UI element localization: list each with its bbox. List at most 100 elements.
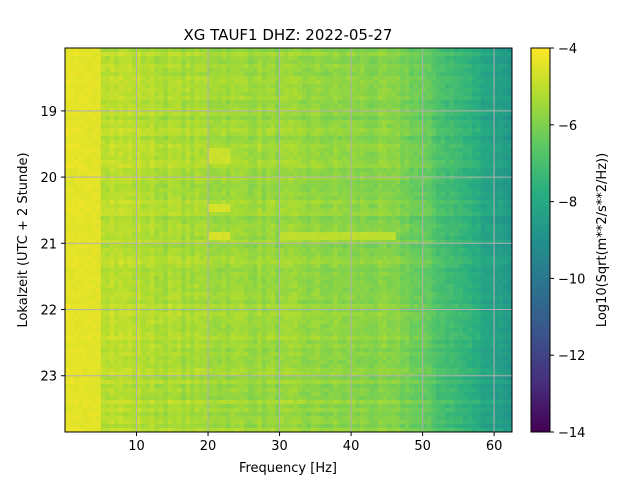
heatmap-cell [422,116,428,121]
heatmap-cell [234,164,240,169]
heatmap-cell [149,92,155,97]
heatmap-cell [409,180,415,185]
heatmap-cell [225,196,231,201]
heatmap-cell [413,60,419,65]
heatmap-cell [87,48,93,53]
heatmap-cell [176,216,182,221]
heatmap-cell [310,164,316,169]
heatmap-cell [132,120,138,125]
heatmap-cell [270,204,276,209]
heatmap-cell [431,220,437,225]
heatmap-cell [105,168,111,173]
heatmap-cell [154,116,160,121]
heatmap-cell [136,188,142,193]
heatmap-cell [422,144,428,149]
heatmap-cell [297,92,303,97]
heatmap-cell [145,132,151,137]
heatmap-cell [127,208,133,213]
heatmap-cell [418,96,424,101]
heatmap-cell [266,64,272,69]
heatmap-cell [181,196,187,201]
heatmap-cell [136,64,142,69]
heatmap-cell [136,60,142,65]
heatmap-cell [480,120,486,125]
heatmap-cell [73,52,80,57]
heatmap-cell [485,104,491,109]
heatmap-cell [176,52,182,57]
heatmap-cell [409,176,415,181]
heatmap-cell [404,72,410,77]
heatmap-cell [494,108,500,113]
heatmap-cell [440,100,446,105]
heatmap-cell [310,196,316,201]
heatmap-cell [400,176,406,181]
heatmap-cell [149,60,155,65]
heatmap-cell [69,244,75,249]
heatmap-cell [225,64,231,69]
heatmap-cell [328,208,334,213]
heatmap-cell [422,132,428,137]
heatmap-cell [498,144,504,149]
heatmap-cell [449,136,455,141]
heatmap-cell [248,244,254,249]
heatmap-cell [453,100,459,105]
heatmap-cell [100,76,106,81]
heatmap-cell [319,216,325,221]
heatmap-cell [203,192,209,197]
heatmap-cell [73,200,80,205]
heatmap-cell [172,52,178,57]
heatmap-cell [436,96,442,101]
heatmap-cell [288,48,294,53]
heatmap-cell [319,92,325,97]
heatmap-cell [418,176,424,181]
heatmap-cell [346,172,352,177]
heatmap-cell [467,52,473,57]
heatmap-cell [181,56,187,61]
heatmap-cell [476,56,482,61]
heatmap-cell [301,148,307,153]
heatmap-cell [239,60,245,65]
heatmap-cell [409,196,415,201]
heatmap-cell [342,152,348,157]
heatmap-cell [368,116,375,121]
heatmap-cell [453,84,459,89]
heatmap-cell [351,188,357,193]
heatmap-cell [498,60,504,65]
heatmap-cell [386,160,392,165]
heatmap-cell [444,212,451,217]
heatmap-cell [154,168,160,173]
heatmap-cell [418,120,424,125]
heatmap-cell [292,108,299,113]
heatmap-cell [69,108,75,113]
heatmap-cell [462,88,468,93]
heatmap-cell [176,240,182,245]
heatmap-cell [306,212,312,217]
heatmap-cell [467,196,473,201]
heatmap-cell [123,164,129,169]
heatmap-cell [257,188,263,193]
heatmap-cell [288,244,294,249]
heatmap-cell [503,96,509,101]
heatmap-cell [91,200,97,205]
heatmap-cell [319,104,325,109]
heatmap-cell [78,216,84,221]
heatmap-cell [208,56,214,61]
heatmap-cell [471,148,477,153]
heatmap-cell [467,244,473,249]
heatmap-cell [427,196,433,201]
heatmap-cell [136,132,142,137]
heatmap-cell [203,212,209,217]
heatmap-cell [306,168,312,173]
heatmap-cell [172,212,178,217]
heatmap-cell [167,128,173,133]
heatmap-cell [190,124,196,129]
heatmap-cell [342,168,348,173]
heatmap-cell [382,188,388,193]
heatmap-cell [507,52,512,57]
heatmap-cell [364,128,370,133]
heatmap-cell [467,48,473,53]
heatmap-cell [73,224,80,229]
heatmap-cell [458,216,464,221]
heatmap-cell [225,48,231,53]
heatmap-cell [485,200,491,205]
